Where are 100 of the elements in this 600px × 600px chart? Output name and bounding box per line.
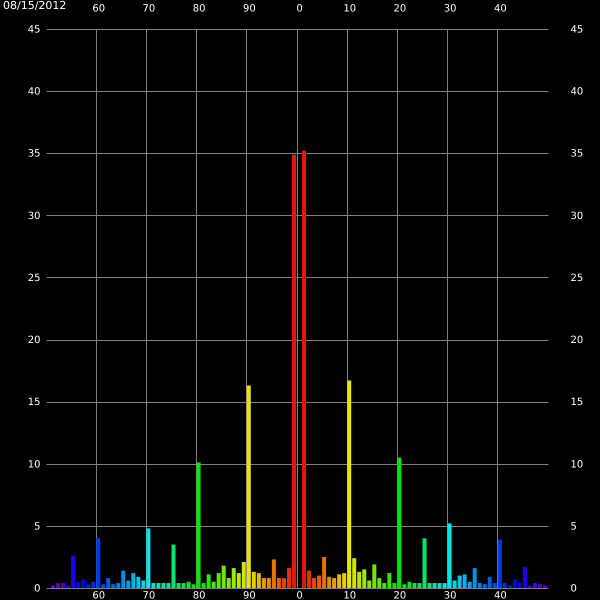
bar bbox=[161, 583, 166, 588]
bar bbox=[56, 583, 60, 588]
bar bbox=[212, 582, 216, 588]
bar bbox=[276, 578, 281, 588]
bar bbox=[478, 583, 482, 588]
bar bbox=[442, 583, 447, 588]
bar bbox=[498, 540, 502, 588]
bar bbox=[468, 582, 472, 588]
bar bbox=[332, 578, 336, 588]
x-tick-label: 20 bbox=[394, 590, 406, 600]
bar bbox=[126, 580, 130, 588]
y2-tick-label: 35 bbox=[570, 148, 584, 160]
bar bbox=[312, 578, 316, 588]
bar bbox=[337, 574, 342, 588]
x-tick-label: 60 bbox=[92, 590, 106, 600]
bar bbox=[372, 564, 376, 588]
bar bbox=[347, 380, 352, 588]
bar bbox=[367, 580, 372, 588]
bar bbox=[342, 573, 346, 588]
bar bbox=[362, 569, 366, 588]
bar bbox=[141, 580, 146, 588]
category-label: 60 bbox=[92, 4, 106, 14]
bar bbox=[252, 572, 256, 588]
bar bbox=[472, 568, 477, 588]
bar bbox=[302, 150, 306, 588]
bar bbox=[266, 578, 271, 588]
bar bbox=[307, 570, 312, 588]
bar bbox=[236, 573, 241, 588]
y2-tick-label: 25 bbox=[570, 272, 584, 284]
bar bbox=[192, 584, 196, 588]
x-tick-label: 80 bbox=[192, 590, 206, 600]
bar bbox=[322, 556, 326, 588]
y-tick-label: 10 bbox=[28, 459, 40, 470]
bar bbox=[151, 583, 156, 588]
y-tick-label: 45 bbox=[28, 24, 40, 36]
bar bbox=[462, 574, 467, 588]
bar bbox=[242, 562, 246, 588]
bar bbox=[292, 154, 296, 588]
bar bbox=[377, 578, 382, 588]
bar bbox=[262, 578, 266, 588]
y2-tick-label: 20 bbox=[570, 335, 584, 346]
y2-tick-label: 10 bbox=[570, 459, 584, 470]
bar bbox=[502, 583, 507, 588]
bar bbox=[256, 573, 261, 588]
category-label: 70 bbox=[142, 4, 156, 14]
text: 08/15/2012 bbox=[3, 0, 66, 12]
y2-tick-label: 5 bbox=[570, 521, 577, 532]
y-tick-label: 5 bbox=[34, 521, 40, 532]
bar bbox=[156, 583, 160, 588]
bar bbox=[272, 559, 276, 588]
bar bbox=[116, 583, 120, 588]
bar bbox=[492, 583, 497, 588]
bar bbox=[407, 582, 412, 588]
bar bbox=[216, 573, 221, 588]
bar bbox=[392, 583, 396, 588]
bar bbox=[448, 523, 452, 588]
bar bbox=[438, 583, 442, 588]
bar bbox=[532, 583, 537, 588]
bar bbox=[86, 584, 90, 588]
bar bbox=[172, 544, 176, 588]
bar bbox=[397, 458, 402, 588]
y-tick-label: 35 bbox=[28, 148, 40, 160]
bar bbox=[317, 576, 322, 588]
x-tick-label: 70 bbox=[142, 590, 156, 600]
y-tick-label: 30 bbox=[28, 210, 40, 222]
category-label: 20 bbox=[394, 4, 406, 14]
bar bbox=[196, 462, 201, 588]
bar bbox=[482, 584, 487, 588]
y2-tick-label: 15 bbox=[570, 397, 584, 408]
bar bbox=[91, 582, 96, 588]
bar bbox=[387, 573, 392, 588]
bar bbox=[452, 580, 457, 588]
x-tick-label: 90 bbox=[242, 590, 256, 600]
bar bbox=[222, 566, 226, 588]
category-label: 80 bbox=[192, 4, 206, 14]
x-tick-label: 10 bbox=[343, 590, 356, 600]
y-tick-label: 15 bbox=[28, 397, 40, 408]
category-label: 90 bbox=[242, 4, 256, 14]
x-tick-label: 30 bbox=[444, 590, 456, 600]
bar bbox=[412, 583, 416, 588]
bar bbox=[186, 582, 191, 588]
bar bbox=[286, 568, 291, 588]
bar bbox=[382, 583, 386, 588]
bar bbox=[111, 584, 116, 588]
bar bbox=[357, 572, 362, 588]
bar bbox=[121, 570, 126, 588]
bar bbox=[428, 583, 432, 588]
y2-tick-label: 40 bbox=[570, 86, 584, 98]
bar bbox=[522, 566, 527, 588]
bar bbox=[282, 578, 286, 588]
bar bbox=[131, 573, 136, 588]
bar bbox=[352, 558, 356, 588]
bar bbox=[458, 576, 462, 588]
bar bbox=[96, 538, 100, 588]
y-tick-label: 20 bbox=[28, 335, 40, 346]
bar bbox=[136, 576, 140, 588]
bar bbox=[432, 583, 437, 588]
bar bbox=[202, 583, 206, 588]
category-label: 0 bbox=[296, 4, 303, 14]
bar bbox=[402, 584, 406, 588]
